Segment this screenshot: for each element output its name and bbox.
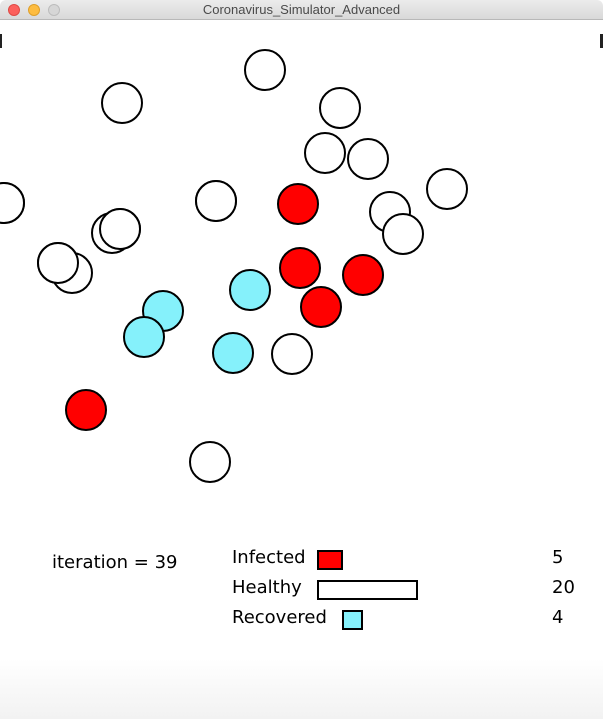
infected-person [342, 254, 384, 296]
people-layer [0, 49, 468, 483]
healthy-person [319, 87, 361, 129]
infected-bar [317, 550, 343, 570]
minimize-window-button[interactable] [28, 4, 40, 16]
healthy-person [244, 49, 286, 91]
healthy-count: 20 [552, 577, 575, 598]
healthy-person [37, 242, 79, 284]
healthy-person [426, 168, 468, 210]
healthy-person [101, 82, 143, 124]
infected-person [279, 247, 321, 289]
infected-person [300, 286, 342, 328]
simulation-canvas: iteration = 39 Infected 5 Healthy 20 Rec… [0, 20, 603, 719]
healthy-bar [317, 580, 418, 600]
healthy-person [99, 208, 141, 250]
recovered-person [212, 332, 254, 374]
stats-panel: iteration = 39 Infected 5 Healthy 20 Rec… [0, 20, 603, 719]
iteration-counter: iteration = 39 [52, 552, 178, 573]
healthy-person [304, 132, 346, 174]
right-edge-mark [600, 34, 603, 48]
healthy-person [0, 182, 25, 224]
recovered-label: Recovered [232, 607, 327, 628]
infected-label: Infected [232, 547, 306, 568]
healthy-person [382, 213, 424, 255]
healthy-person [347, 138, 389, 180]
infected-person [277, 183, 319, 225]
healthy-person [195, 180, 237, 222]
healthy-label: Healthy [232, 577, 302, 598]
bottom-shadow [0, 659, 603, 719]
recovered-bar [342, 610, 363, 630]
infected-count: 5 [552, 547, 564, 568]
healthy-person [189, 441, 231, 483]
healthy-person [271, 333, 313, 375]
recovered-count: 4 [552, 607, 564, 628]
left-edge-mark [0, 34, 2, 48]
close-window-button[interactable] [8, 4, 20, 16]
recovered-person [123, 316, 165, 358]
window-title: Coronavirus_Simulator_Advanced [202, 2, 401, 17]
zoom-window-button[interactable] [48, 4, 60, 16]
recovered-person [229, 269, 271, 311]
title-bar[interactable]: Coronavirus_Simulator_Advanced [0, 0, 603, 20]
infected-person [65, 389, 107, 431]
